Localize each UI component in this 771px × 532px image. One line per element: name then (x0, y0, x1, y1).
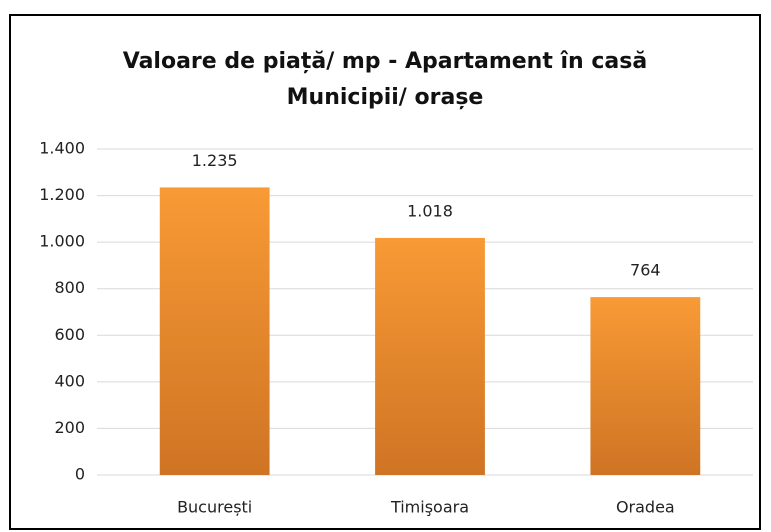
bar (159, 187, 270, 475)
value-label: 1.235 (192, 151, 238, 170)
chart-title: Valoare de piață/ mp - Apartament în cas… (123, 49, 647, 74)
y-tick-label: 800 (54, 278, 85, 297)
y-tick-label: 400 (54, 371, 85, 390)
x-tick-label: București (177, 498, 252, 517)
y-tick-label: 0 (75, 465, 85, 484)
y-tick-label: 1.000 (39, 232, 85, 251)
bar (590, 297, 701, 475)
x-tick-label: Oradea (616, 498, 675, 517)
y-tick-label: 200 (54, 418, 85, 437)
bar (375, 237, 485, 475)
y-tick-label: 1.200 (39, 185, 85, 204)
value-label: 764 (630, 261, 661, 280)
chart-title: Municipii/ orașe (287, 85, 484, 110)
y-tick-label: 1.400 (39, 139, 85, 158)
x-tick-label: Timişoara (390, 498, 469, 517)
value-label: 1.018 (407, 201, 453, 220)
y-tick-label: 600 (54, 325, 85, 344)
